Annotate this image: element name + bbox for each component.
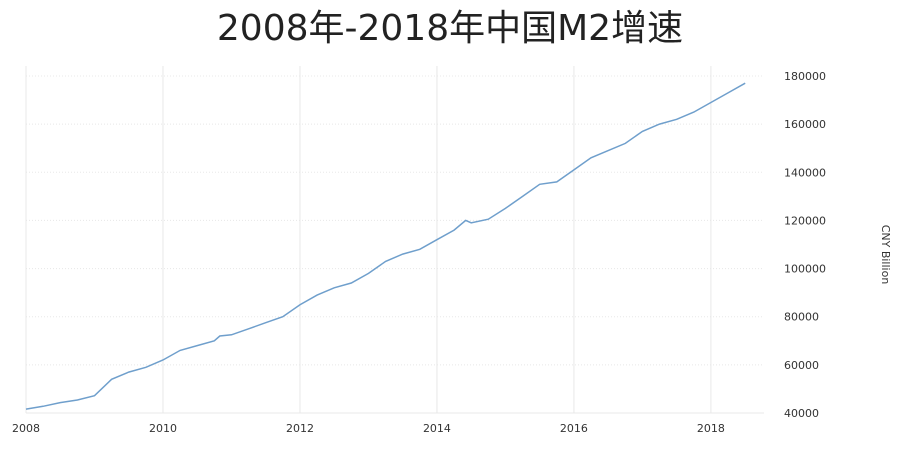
x-tick-label: 2018	[697, 422, 725, 435]
x-tick-label: 2014	[423, 422, 451, 435]
y-tick-label: 160000	[784, 118, 826, 131]
y-tick-label: 100000	[784, 263, 826, 276]
x-tick-label: 2010	[149, 422, 177, 435]
chart-title: 2008年-2018年中国M2增速	[216, 8, 684, 49]
grid	[25, 66, 764, 414]
y-axis-title: CNY Billion	[879, 225, 892, 285]
y-axis-ticks: 40000 60000 80000 100000 120000 140000 160000 1…	[784, 70, 826, 420]
x-tick-label: 2008	[12, 422, 40, 435]
x-axis-ticks: 2008 2010 2012 2014 2016 2018	[12, 422, 725, 435]
y-tick-label: 60000	[784, 359, 819, 372]
series-line-m2	[25, 82, 746, 410]
y-tick-label: 120000	[784, 214, 826, 227]
y-tick-label: 40000	[784, 407, 819, 420]
x-tick-label: 2012	[286, 422, 314, 435]
x-tick-label: 2016	[560, 422, 588, 435]
y-tick-label: 180000	[784, 70, 826, 83]
y-tick-label: 80000	[784, 311, 819, 324]
y-tick-label: 140000	[784, 166, 826, 179]
